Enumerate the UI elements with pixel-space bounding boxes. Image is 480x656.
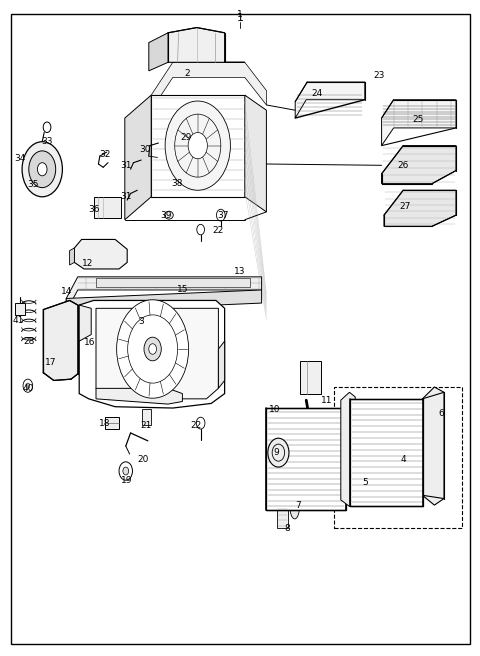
Text: 18: 18: [99, 419, 110, 428]
Text: 9: 9: [274, 448, 279, 457]
Bar: [94, 197, 121, 218]
Polygon shape: [151, 62, 266, 110]
Polygon shape: [266, 408, 346, 510]
Polygon shape: [15, 303, 25, 315]
Polygon shape: [74, 239, 127, 269]
Text: 35: 35: [27, 180, 38, 190]
Text: 22: 22: [190, 420, 202, 430]
Polygon shape: [382, 100, 456, 146]
Ellipse shape: [165, 211, 173, 219]
Polygon shape: [96, 388, 182, 404]
Text: 6: 6: [439, 409, 444, 418]
Text: 7: 7: [295, 501, 300, 510]
Circle shape: [188, 133, 207, 159]
Polygon shape: [66, 290, 262, 312]
Polygon shape: [300, 361, 321, 394]
Text: 12: 12: [82, 259, 93, 268]
Text: 36: 36: [88, 205, 99, 215]
Polygon shape: [168, 28, 245, 62]
Circle shape: [119, 462, 132, 480]
Bar: [191, 122, 209, 136]
Text: 10: 10: [269, 405, 281, 415]
Text: 38: 38: [171, 179, 182, 188]
Polygon shape: [96, 308, 218, 399]
Circle shape: [216, 209, 225, 221]
Polygon shape: [79, 305, 91, 341]
Polygon shape: [384, 190, 456, 226]
Text: 1: 1: [237, 13, 243, 24]
Text: 31: 31: [120, 161, 132, 170]
Circle shape: [22, 142, 62, 197]
Text: 39: 39: [160, 211, 171, 220]
Text: 26: 26: [397, 161, 409, 170]
Polygon shape: [245, 95, 266, 212]
Text: 17: 17: [45, 358, 56, 367]
Circle shape: [26, 383, 30, 388]
Text: 29: 29: [180, 133, 192, 142]
Text: 37: 37: [217, 211, 229, 220]
Text: 14: 14: [60, 287, 72, 296]
Text: 27: 27: [399, 202, 410, 211]
Text: 11: 11: [321, 396, 332, 405]
Polygon shape: [151, 95, 245, 197]
Circle shape: [37, 163, 47, 176]
Text: 21: 21: [141, 420, 152, 430]
Text: 4: 4: [400, 455, 406, 464]
Circle shape: [123, 467, 129, 475]
Polygon shape: [382, 146, 456, 184]
Circle shape: [196, 417, 205, 429]
Text: 15: 15: [177, 285, 188, 295]
Circle shape: [144, 337, 161, 361]
Circle shape: [23, 379, 33, 392]
Bar: [142, 409, 151, 425]
Text: 2: 2: [184, 69, 190, 78]
Ellipse shape: [176, 179, 187, 191]
Circle shape: [29, 151, 56, 188]
Text: 5: 5: [362, 478, 368, 487]
Text: 3: 3: [139, 317, 144, 326]
Polygon shape: [341, 392, 355, 506]
Circle shape: [165, 101, 230, 190]
Bar: [105, 417, 119, 429]
Circle shape: [117, 300, 189, 398]
Text: 24: 24: [311, 89, 323, 98]
Text: 20: 20: [137, 455, 149, 464]
Bar: [334, 387, 462, 528]
Polygon shape: [79, 300, 225, 408]
Text: 1: 1: [237, 10, 243, 19]
Polygon shape: [295, 82, 365, 118]
Text: 16: 16: [84, 338, 96, 347]
Bar: [277, 507, 288, 528]
Circle shape: [149, 344, 156, 354]
Polygon shape: [350, 399, 423, 506]
Text: 30: 30: [139, 145, 151, 154]
Text: 28: 28: [23, 337, 35, 346]
Text: 13: 13: [234, 267, 246, 276]
Polygon shape: [66, 277, 262, 312]
Polygon shape: [43, 300, 78, 380]
Polygon shape: [125, 95, 151, 220]
Text: 8: 8: [284, 523, 290, 533]
Text: 25: 25: [412, 115, 423, 124]
Text: 23: 23: [373, 71, 385, 80]
Polygon shape: [30, 165, 55, 187]
Circle shape: [268, 438, 289, 467]
Polygon shape: [218, 341, 225, 388]
Text: 34: 34: [14, 154, 26, 163]
Text: 33: 33: [41, 136, 53, 146]
Text: 31: 31: [120, 192, 132, 201]
Polygon shape: [149, 33, 168, 71]
Text: 22: 22: [213, 226, 224, 236]
Text: 19: 19: [121, 476, 133, 485]
Polygon shape: [422, 387, 444, 505]
Polygon shape: [70, 248, 74, 265]
Text: 40: 40: [22, 384, 34, 393]
Polygon shape: [96, 278, 250, 287]
Text: 32: 32: [99, 150, 110, 159]
Ellipse shape: [290, 494, 300, 519]
Text: 41: 41: [12, 316, 24, 325]
